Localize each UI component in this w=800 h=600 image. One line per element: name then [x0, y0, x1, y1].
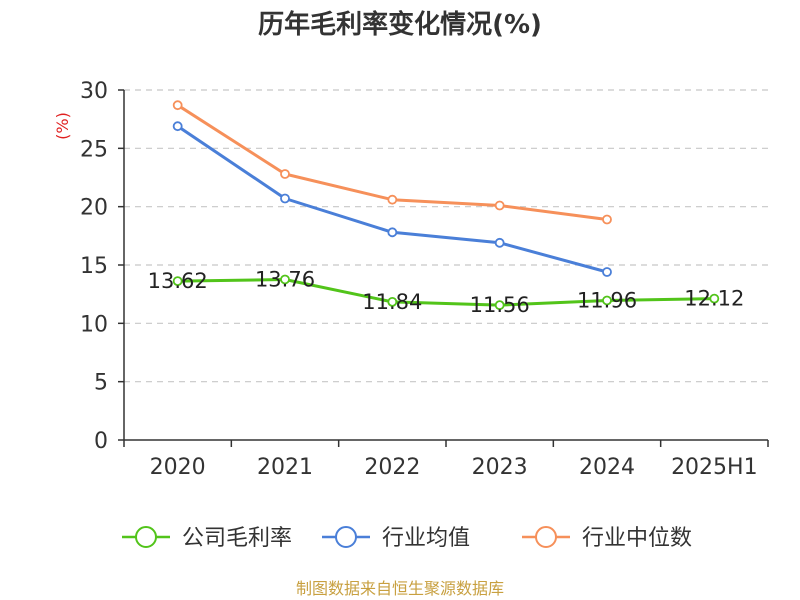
x-tick-label: 2022	[364, 455, 420, 480]
series-line	[176, 278, 716, 307]
data-point	[709, 293, 720, 304]
data-point	[280, 193, 290, 204]
legend-item-1: 行业均值	[322, 526, 470, 551]
y-tick-label: 15	[80, 254, 108, 279]
data-point	[494, 300, 505, 311]
data-point	[280, 274, 290, 285]
series-1	[172, 121, 612, 277]
y-tick-label: 0	[94, 429, 108, 454]
data-point	[494, 200, 505, 211]
grid-lines	[124, 89, 768, 383]
axes: 0 5 10 15 20 25 30 2020 2021 2022 2023 2024 2025H1	[80, 79, 769, 480]
legend-label: 行业均值	[382, 526, 470, 551]
data-point	[387, 296, 398, 307]
legend-marker	[135, 526, 157, 548]
legend-label: 公司毛利率	[182, 526, 292, 551]
source-note: 制图数据来自恒生聚源数据库	[296, 579, 504, 598]
data-point	[172, 121, 183, 132]
x-tick-label: 2025H1	[671, 455, 758, 480]
chart-title: 历年毛利率变化情况(%)	[258, 9, 542, 40]
legend-item-2: 行业中位数	[522, 526, 692, 551]
x-tick-label: 2020	[150, 455, 206, 480]
x-tick-label: 2023	[472, 455, 528, 480]
data-point	[494, 237, 505, 248]
data-label: 11.96	[577, 288, 637, 312]
legend-marker	[535, 526, 557, 548]
series-layer	[172, 100, 720, 311]
data-label: 13.76	[255, 267, 315, 291]
series-0	[172, 274, 720, 311]
x-tick-label: 2024	[579, 455, 635, 480]
data-point	[172, 100, 183, 111]
data-label: 12.12	[684, 287, 744, 311]
legend-marker	[335, 526, 357, 548]
data-point	[280, 169, 290, 179]
y-tick-label: 30	[80, 79, 108, 104]
data-label: 13.62	[148, 269, 208, 293]
legend-item-0: 公司毛利率	[122, 526, 292, 551]
data-point	[602, 214, 612, 225]
data-label: 11.84	[362, 290, 422, 314]
y-tick-label: 20	[80, 196, 108, 221]
series-2	[172, 100, 612, 225]
x-tick-label: 2021	[257, 455, 313, 480]
y-tick-label: 5	[94, 371, 108, 396]
data-point	[602, 267, 612, 277]
legend: 公司毛利率 行业均值 行业中位数	[122, 526, 692, 551]
y-axis-label: (%)	[53, 112, 72, 140]
legend-label: 行业中位数	[582, 526, 692, 551]
y-tick-label: 25	[80, 137, 108, 162]
data-point	[172, 276, 183, 287]
data-label: 11.56	[470, 293, 530, 317]
data-point	[602, 295, 612, 306]
data-point	[387, 194, 398, 205]
data-point	[387, 227, 398, 238]
y-tick-label: 10	[80, 312, 108, 337]
data-labels: 13.62 13.76 11.84 11.56 11.96 12.12	[148, 267, 745, 317]
